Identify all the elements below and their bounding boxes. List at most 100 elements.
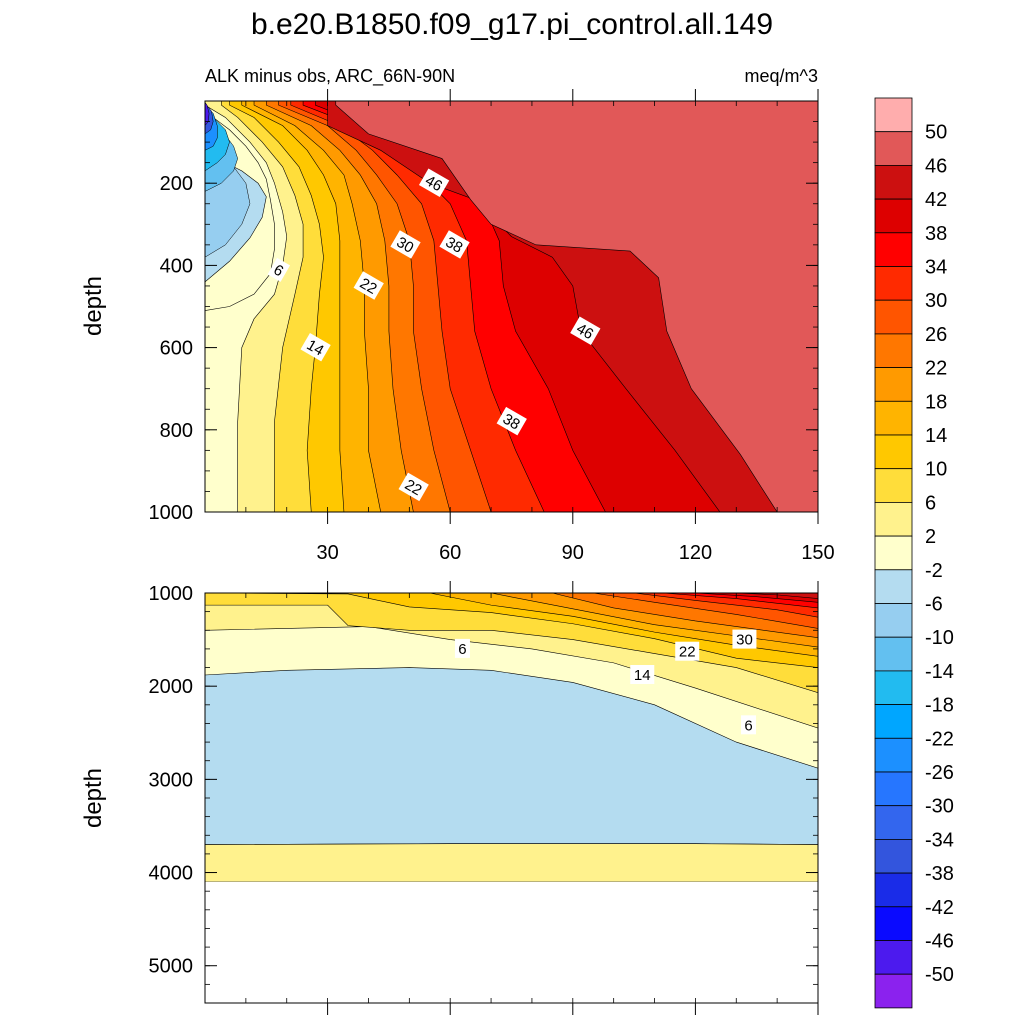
- colorbar-swatch: [874, 299, 913, 335]
- colorbar-label: 6: [925, 492, 936, 514]
- colorbar-label: 22: [925, 358, 947, 380]
- lower-y-axis-title: depth: [80, 768, 107, 828]
- colorbar-swatch: [874, 131, 913, 166]
- colorbar-swatch: [874, 872, 913, 908]
- svg-text:46: 46: [422, 172, 445, 195]
- svg-text:14: 14: [304, 336, 327, 359]
- contour-fill-46: [736, 593, 818, 599]
- colorbar-label: 2: [925, 526, 936, 548]
- colorbar-label: -26: [925, 762, 954, 784]
- colorbar-swatch: [874, 940, 913, 975]
- contour-label: 46: [570, 316, 601, 345]
- colorbar-swatch: [874, 232, 913, 267]
- x-tick-label: 60: [439, 542, 461, 564]
- colorbar-label: -30: [925, 796, 954, 818]
- colorbar-label: 26: [925, 324, 947, 346]
- colorbar-label: 18: [925, 391, 947, 413]
- lower-contour-fills: [205, 593, 818, 1003]
- contour-label: 38: [496, 406, 527, 436]
- svg-text:38: 38: [500, 410, 523, 433]
- colorbar-label: -2: [925, 560, 943, 582]
- svg-text:22: 22: [679, 644, 696, 661]
- subtitle-left: ALK minus obs, ARC_66N-90N: [205, 66, 455, 87]
- missing-data-region: [205, 881, 818, 1003]
- colorbar-swatch: [874, 97, 913, 133]
- colorbar-swatch: [874, 704, 913, 739]
- colorbar-swatch: [874, 839, 913, 874]
- y-tick-label: 600: [160, 338, 193, 360]
- colorbar-swatch: [874, 198, 913, 234]
- colorbar-swatch: [874, 164, 913, 200]
- y-tick-label: 3000: [149, 769, 194, 791]
- colorbar-label: -10: [925, 627, 954, 649]
- colorbar-swatch: [874, 400, 913, 436]
- chart-title: b.e20.B1850.f09_g17.pi_control.all.149: [251, 8, 773, 41]
- colorbar-swatch: [874, 434, 913, 470]
- svg-text:30: 30: [394, 234, 417, 257]
- colorbar-label: -22: [925, 728, 954, 750]
- y-tick-label: 200: [160, 173, 193, 195]
- contour-label: 38: [439, 230, 470, 259]
- colorbar-label: 10: [925, 459, 947, 481]
- lower-axes: 1000 2000 3000 4000 5000: [149, 581, 819, 1015]
- units-label: meq/m^3: [745, 66, 818, 86]
- y-tick-label: 2000: [149, 676, 194, 698]
- x-tick-label: 90: [562, 542, 584, 564]
- lower-contour-labels: 6 22 30 14 6: [454, 629, 757, 735]
- colorbar-label: -38: [925, 863, 954, 885]
- colorbar-label: -18: [925, 695, 954, 717]
- contour-label: 30: [732, 629, 757, 649]
- colorbar-swatch: [874, 535, 913, 571]
- upper-contour-labels: 46 30 38 6 22 46 14 38 22: [267, 168, 601, 502]
- y-tick-label: 5000: [149, 956, 194, 978]
- x-tick-label: 150: [801, 542, 834, 564]
- colorbar-label: 34: [925, 257, 947, 279]
- contour-label: 22: [675, 641, 700, 661]
- colorbar-swatch: [874, 636, 913, 672]
- svg-text:6: 6: [744, 717, 752, 734]
- upper-contour-fills: [205, 101, 818, 512]
- colorbar-label: 50: [925, 122, 947, 144]
- x-tick-label: 120: [679, 542, 712, 564]
- y-tick-label: 1000: [149, 502, 194, 524]
- y-tick-label: 4000: [149, 863, 194, 885]
- colorbar-label: -14: [925, 661, 954, 683]
- colorbar-label: -50: [925, 964, 954, 986]
- contour-label: 46: [418, 168, 450, 197]
- colorbar-label: -42: [925, 897, 954, 919]
- colorbar-swatch: [874, 805, 913, 840]
- y-tick-label: 800: [160, 420, 193, 442]
- contour-label: 14: [630, 665, 655, 684]
- svg-text:46: 46: [573, 320, 596, 343]
- colorbar-swatch: [874, 333, 913, 368]
- contour-label: 6: [267, 257, 291, 282]
- x-tick-label: 30: [316, 542, 338, 564]
- colorbar-swatch: [874, 771, 913, 807]
- colorbar-label: 30: [925, 290, 947, 312]
- contour-label: 6: [741, 715, 757, 735]
- colorbar-swatch: [874, 501, 913, 537]
- contour-label: 14: [300, 332, 331, 362]
- contour-label: 22: [353, 271, 384, 300]
- colorbar: 50 46 42 38 34 30 26 22 18 14 10 6 2 -2 -6 -10 -14 -18 -22…: [874, 97, 954, 1009]
- svg-text:38: 38: [443, 234, 466, 257]
- colorbar-label: 42: [925, 189, 947, 211]
- y-tick-label: 400: [160, 255, 193, 277]
- colorbar-swatch: [874, 603, 913, 638]
- svg-text:14: 14: [634, 667, 651, 684]
- contour-fill-deep: [205, 843, 818, 883]
- svg-text:30: 30: [736, 632, 753, 649]
- colorbar-label: -6: [925, 594, 943, 616]
- colorbar-swatch: [874, 367, 913, 402]
- svg-text:6: 6: [458, 641, 466, 658]
- colorbar-swatch: [874, 670, 913, 706]
- contour-fill-50: [335, 101, 818, 512]
- lower-panel: 1000 2000 3000 4000 5000 6 22 30 14 6 depth: [80, 581, 819, 1015]
- upper-y-axis-title: depth: [80, 276, 107, 336]
- colorbar-swatch: [874, 737, 913, 773]
- contour-label: 22: [398, 472, 429, 502]
- y-tick-label: 1000: [149, 583, 194, 605]
- colorbar-swatch: [874, 906, 913, 941]
- contour-label: 30: [390, 230, 421, 259]
